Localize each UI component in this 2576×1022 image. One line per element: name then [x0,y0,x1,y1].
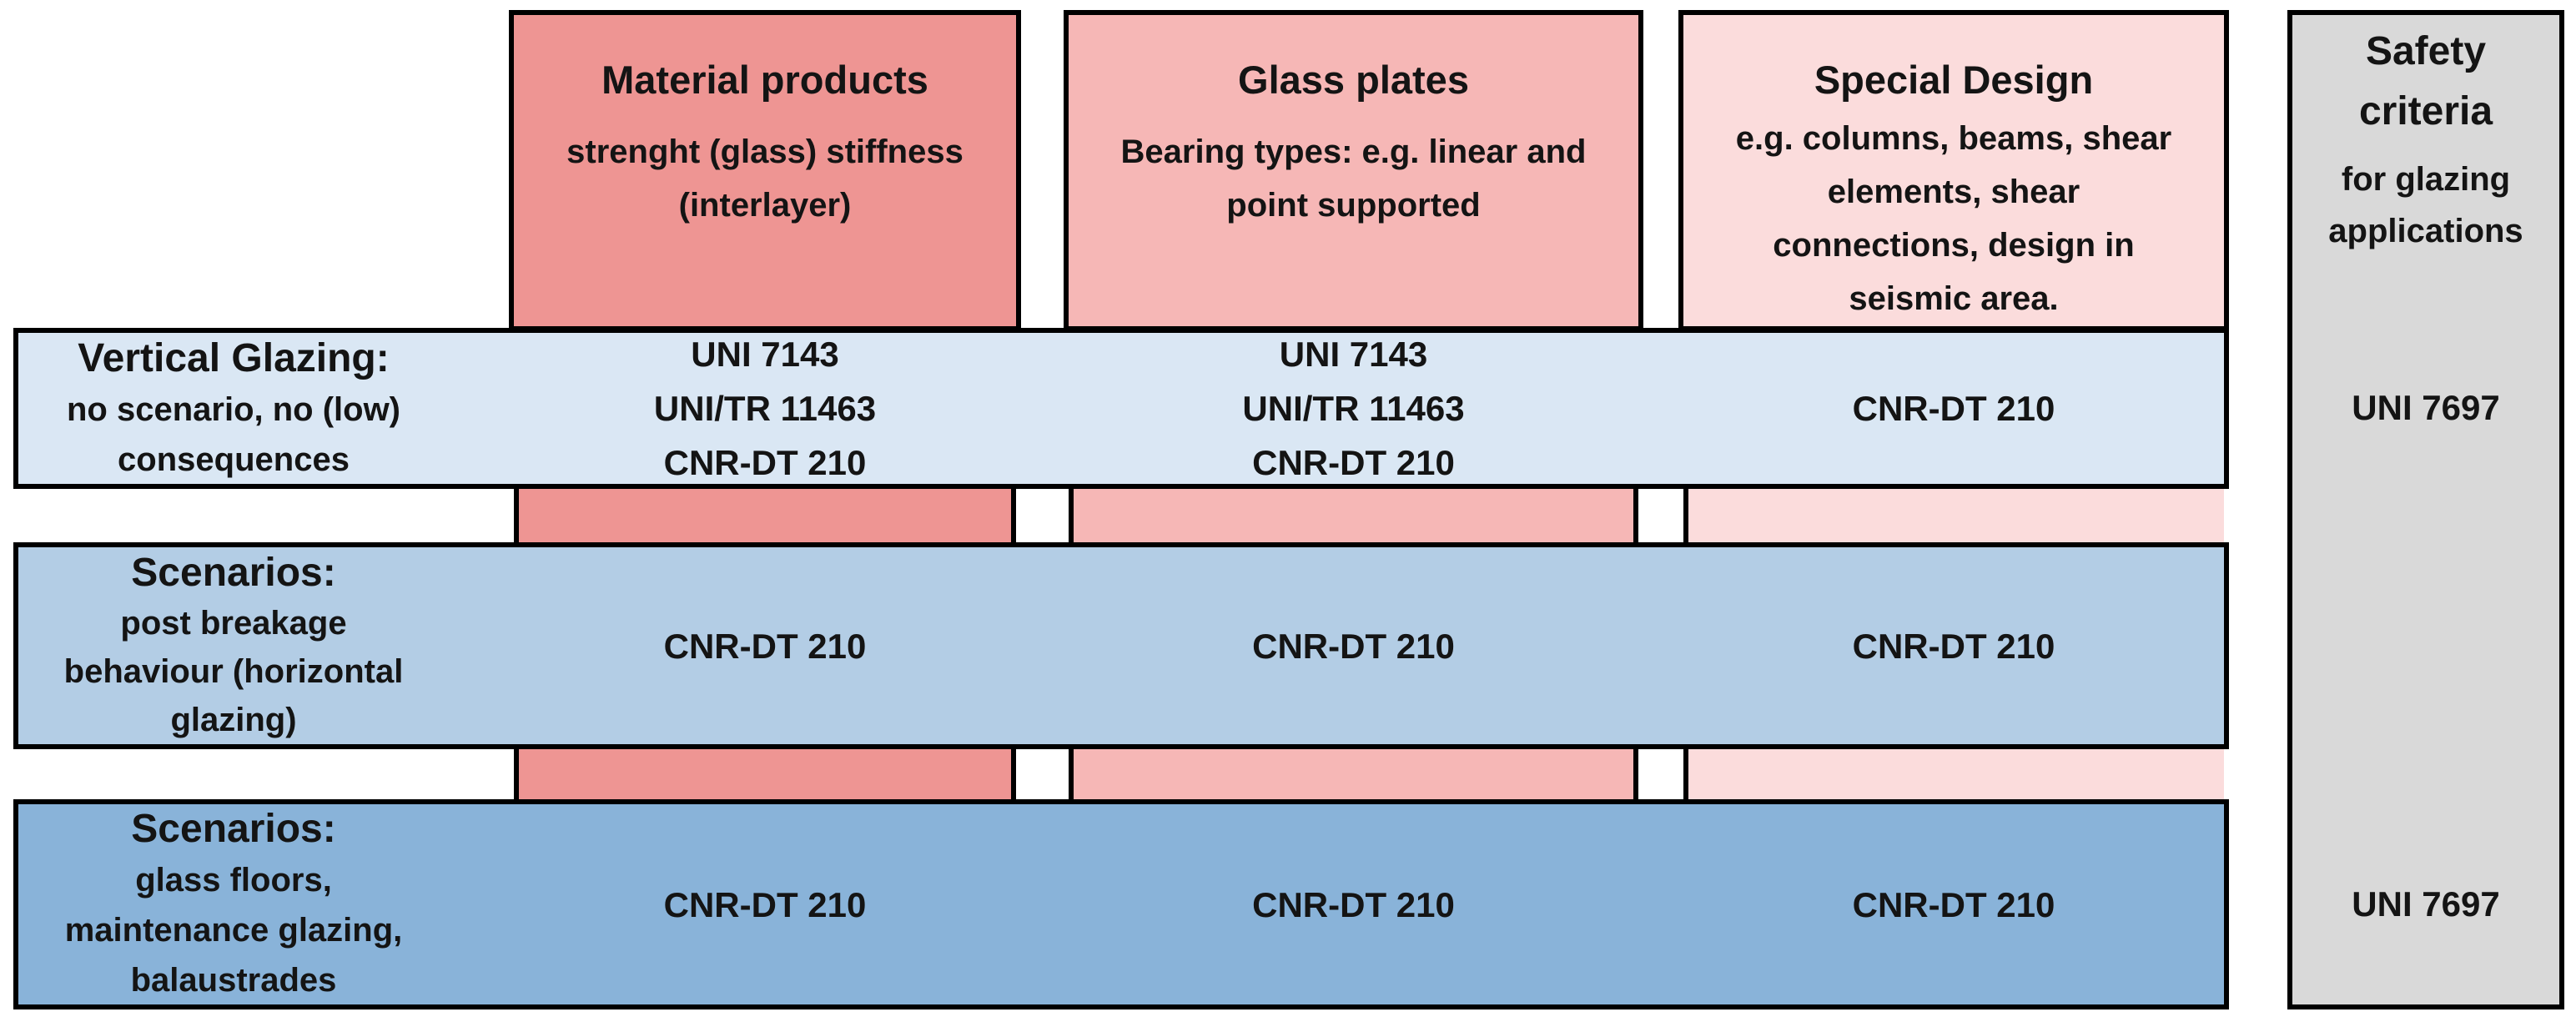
column-band-special-2 [1683,744,2224,803]
column-subtitle: e.g. columns, beams, shear elements, she… [1735,120,2172,317]
standard-label: CNR-DT 210 [663,626,867,666]
standard-label: CNR-DT 210 [1852,884,2055,924]
cell-glass-floors-material: CNR-DT 210 [514,804,1016,1004]
cell-glass-floors-special: CNR-DT 210 [1683,804,2224,1004]
standard-label: CNR-DT 210 [1252,884,1455,924]
safety-value-glass-floors: UNI 7697 [2352,884,2500,924]
standard-label: CNR-DT 210 [1252,626,1455,666]
row-title: Scenarios: [131,551,336,595]
column-band-glass-2 [1069,744,1638,803]
row-vertical-glazing [13,328,2229,489]
column-header-special-design: Special Design e.g. columns, beams, shea… [1678,10,2229,331]
column-band-special-1 [1683,484,2224,542]
safety-criteria-column: Safety criteria for glazing applications [2287,10,2564,1009]
cell-glass-floors-glass: CNR-DT 210 [1069,804,1638,1004]
row-label-vertical-glazing: Vertical Glazing: no scenario, no (low) … [25,333,442,484]
standard-label: CNR-DT 210 [1252,443,1455,482]
safety-subtitle: for glazing applications [2328,161,2523,249]
row-subtitle: no scenario, no (low) consequences [66,390,401,478]
row-title: Vertical Glazing: [78,335,390,380]
standard-label: UNI/TR 11463 [653,389,877,428]
standard-label: UNI 7143 [1279,335,1428,374]
standard-label: CNR-DT 210 [663,443,867,482]
safety-value-vertical: UNI 7697 [2352,388,2500,427]
column-subtitle: strenght (glass) stiffness (interlayer) [566,133,963,224]
standard-label: CNR-DT 210 [1852,389,2055,428]
column-header-glass-plates: Glass plates Bearing types: e.g. linear … [1064,10,1643,331]
cell-post-breakage-glass: CNR-DT 210 [1069,547,1638,744]
row-subtitle: glass floors, maintenance glazing, balau… [64,862,403,999]
cell-post-breakage-material: CNR-DT 210 [514,547,1016,744]
standard-label: UNI 7143 [691,335,839,374]
cell-vertical-special: CNR-DT 210 [1683,333,2224,484]
row-glass-floors [13,799,2229,1009]
column-title: Glass plates [1238,58,1469,102]
cell-vertical-glass: UNI 7143 UNI/TR 11463 CNR-DT 210 [1069,333,1638,484]
standard-label: UNI/TR 11463 [1242,389,1465,428]
row-subtitle: post breakage behaviour (horizontal glaz… [63,605,404,738]
cell-post-breakage-special: CNR-DT 210 [1683,547,2224,744]
row-label-glass-floors: Scenarios: glass floors, maintenance gla… [25,804,442,1004]
column-title: Material products [601,58,928,102]
standard-label: CNR-DT 210 [1852,626,2055,666]
row-post-breakage [13,542,2229,749]
column-subtitle: Bearing types: e.g. linear and point sup… [1120,133,1587,224]
standard-label: CNR-DT 210 [663,884,867,924]
row-title: Scenarios: [131,807,336,851]
column-band-material-2 [514,744,1016,803]
safety-title: Safety criteria [2358,29,2493,133]
cell-vertical-material: UNI 7143 UNI/TR 11463 CNR-DT 210 [514,333,1016,484]
column-band-glass-1 [1069,484,1638,542]
column-header-material-products: Material products strenght (glass) stiff… [509,10,1021,331]
column-title: Special Design [1814,58,2094,102]
row-label-post-breakage: Scenarios: post breakage behaviour (hori… [25,547,442,744]
column-band-material-1 [514,484,1016,542]
